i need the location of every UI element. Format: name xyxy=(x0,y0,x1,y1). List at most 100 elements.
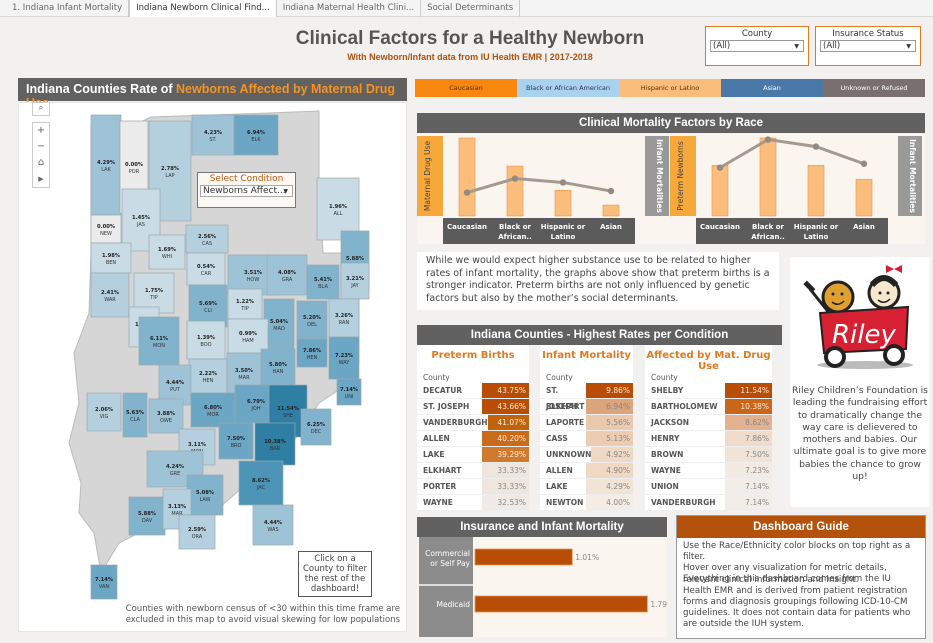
county-region[interactable]: 0.54%CAR xyxy=(186,252,226,286)
county-region[interactable]: 1.22%TIP xyxy=(227,288,263,320)
county-region[interactable]: 2.41%WAR xyxy=(90,272,130,318)
expand-icon[interactable]: ▶ xyxy=(38,175,44,183)
county-region[interactable]: 5.41%BLA xyxy=(306,264,340,300)
table-row[interactable]: UNKNOWN 4.92% xyxy=(540,447,633,463)
county-abbr-label: LAP xyxy=(165,173,174,179)
preterm-chart[interactable]: Preterm Newborns Infant Mortalities Caucas… xyxy=(670,134,925,244)
table-row[interactable]: ELKHART 33.33% xyxy=(417,463,529,479)
table-row[interactable]: WAYNE 7.23% xyxy=(645,463,772,479)
insurance-select[interactable]: (All) ▼ xyxy=(820,40,916,52)
county-region[interactable]: 5.20%DEL xyxy=(296,300,328,340)
county-region[interactable]: 4.29%LAK xyxy=(90,114,122,216)
table-row[interactable]: WAYNE 32.53% xyxy=(417,495,529,511)
county-name: DECATUR xyxy=(423,386,463,395)
county-region[interactable]: 5.04%MAD xyxy=(263,298,295,350)
county-region[interactable]: 4.44%PUT xyxy=(158,364,192,406)
table-row[interactable]: ELKHART 6.94% xyxy=(540,399,633,415)
county-region[interactable]: 7.23%WAY xyxy=(328,336,360,380)
bar-value-label: 1.01% xyxy=(575,553,599,562)
table-row[interactable]: ALLEN 4.90% xyxy=(540,463,633,479)
county-region[interactable]: 4.44%WAS xyxy=(252,504,294,546)
county-region[interactable]: 5.80%HAN xyxy=(260,348,296,386)
county-region[interactable]: 7.50%BRO xyxy=(218,422,254,460)
county-region[interactable]: 6.94%ELK xyxy=(233,114,279,156)
county-region[interactable]: 6.80%MOR xyxy=(190,392,236,428)
table-row[interactable]: ST. JOSEPH 9.86% xyxy=(540,383,633,411)
table-row[interactable]: PORTER 33.33% xyxy=(417,479,529,495)
county-region[interactable]: 3.26%RAN xyxy=(328,298,360,338)
x-tick-label: Asian xyxy=(853,223,875,231)
county-region[interactable]: 0.00%NEW xyxy=(90,214,122,244)
tab-newborn-clinical[interactable]: Indiana Newborn Clinical Find... xyxy=(129,0,277,17)
county-region[interactable]: 7.86%HEN xyxy=(296,338,328,368)
table-row[interactable]: LAKE 39.29% xyxy=(417,447,529,463)
table-row[interactable]: DECATUR 43.75% xyxy=(417,383,529,399)
county-region[interactable]: 4.08%GRA xyxy=(266,254,308,296)
county-rate-label: 1.69% xyxy=(158,247,177,253)
county-region[interactable]: 4.23%ST. xyxy=(191,114,235,156)
county-abbr-label: DAV xyxy=(142,518,153,524)
drug-use-chart[interactable]: Maternal Drug Use Infant Mortalities Cauca… xyxy=(417,134,672,244)
table-row[interactable]: CASS 5.13% xyxy=(540,431,633,447)
table-row[interactable]: BROWN 7.50% xyxy=(645,447,772,463)
home-icon[interactable]: ⌂ xyxy=(37,157,45,168)
county-region[interactable]: 6.25%DEC xyxy=(300,408,332,446)
race-legend-item[interactable]: Hispanic or Latino xyxy=(619,79,721,97)
tab-infant-mortality[interactable]: 1. Indiana Infant Mortality xyxy=(6,0,130,17)
y2-axis-label-bg xyxy=(898,136,922,216)
county-region[interactable]: 1.69%WHI xyxy=(148,234,186,270)
category-axis-bg xyxy=(419,537,473,637)
tab-social-determinants[interactable]: Social Determinants xyxy=(421,0,521,17)
mortality-point xyxy=(511,175,519,182)
table-row[interactable]: LAPORTE 5.56% xyxy=(540,415,633,431)
race-legend-item[interactable]: Asian xyxy=(721,79,823,97)
county-region[interactable]: 3.21%JAY xyxy=(340,262,370,300)
condition-dropdown[interactable]: Newborns Affect... ▼ xyxy=(200,185,293,197)
race-legend-item[interactable]: Black or African American xyxy=(517,79,619,97)
riley-text: Riley Children’s Foundation is leading t… xyxy=(792,385,928,483)
county-region[interactable]: 1.75%TIP xyxy=(133,272,175,314)
table-row[interactable]: UNION 7.14% xyxy=(645,479,772,495)
county-region[interactable]: 0.99%HAM xyxy=(227,318,269,354)
county-region[interactable]: 10.38%BAR xyxy=(254,422,296,466)
county-region[interactable]: 5.69%CLI xyxy=(188,284,228,328)
table-row[interactable]: BARTHOLOMEW 10.38% xyxy=(645,399,772,415)
table-row[interactable]: NEWTON 4.00% xyxy=(540,495,633,511)
zoom-out-icon[interactable]: − xyxy=(36,141,46,152)
county-region[interactable]: 5.63%CLA xyxy=(122,392,148,438)
county-region[interactable]: 1.39%BOO xyxy=(186,320,226,360)
table-row[interactable]: HENRY 7.86% xyxy=(645,431,772,447)
county-region[interactable]: 6.11%MON xyxy=(138,316,180,366)
category-label: Commercial xyxy=(425,549,470,558)
county-region[interactable]: 1.98%BEN xyxy=(90,242,132,274)
tab-maternal-health[interactable]: Indiana Maternal Health Clini... xyxy=(277,0,422,17)
county-region[interactable]: 5.88%DAV xyxy=(128,496,166,536)
table-row[interactable]: VANDERBURGH 7.14% xyxy=(645,495,772,511)
county-region[interactable]: 8.62%JAC xyxy=(238,460,284,506)
county-region[interactable]: 2.59%ORA xyxy=(178,514,216,550)
county-region[interactable]: 7.14%UNI xyxy=(336,378,362,406)
county-region[interactable]: 7.14%VAN xyxy=(90,564,118,600)
race-legend-item[interactable]: Unknown or Refused xyxy=(823,79,925,97)
table-row[interactable]: SHELBY 11.54% xyxy=(645,383,772,399)
table-row[interactable]: VANDERBURGH 41.07% xyxy=(417,415,529,431)
table-row[interactable]: LAKE 4.29% xyxy=(540,479,633,495)
county-region[interactable]: 2.06%VIG xyxy=(86,392,122,432)
table-row[interactable]: JACKSON 8.62% xyxy=(645,415,772,431)
county-rate-label: 6.25% xyxy=(307,422,326,428)
county-region[interactable]: 2.56%CAS xyxy=(185,224,229,254)
county-region[interactable]: 2.22%HEN xyxy=(188,358,228,394)
zoom-in-icon[interactable]: + xyxy=(36,125,46,136)
county-select[interactable]: (All) ▼ xyxy=(710,40,804,52)
county-region[interactable]: 3.88%OWE xyxy=(148,398,184,434)
table-row[interactable]: ST. JOSEPH 43.66% xyxy=(417,399,529,415)
county-name: SHELBY xyxy=(651,386,684,395)
county-region[interactable]: 1.96%ALL xyxy=(316,177,360,241)
race-legend-item[interactable]: Caucasian xyxy=(415,79,517,97)
county-name: ST. JOSEPH xyxy=(423,402,470,411)
map-search-icon[interactable]: ⌕ xyxy=(32,102,50,116)
table-row[interactable]: ALLEN 40.20% xyxy=(417,431,529,447)
county-region[interactable]: 5.08%LAW xyxy=(186,474,224,516)
